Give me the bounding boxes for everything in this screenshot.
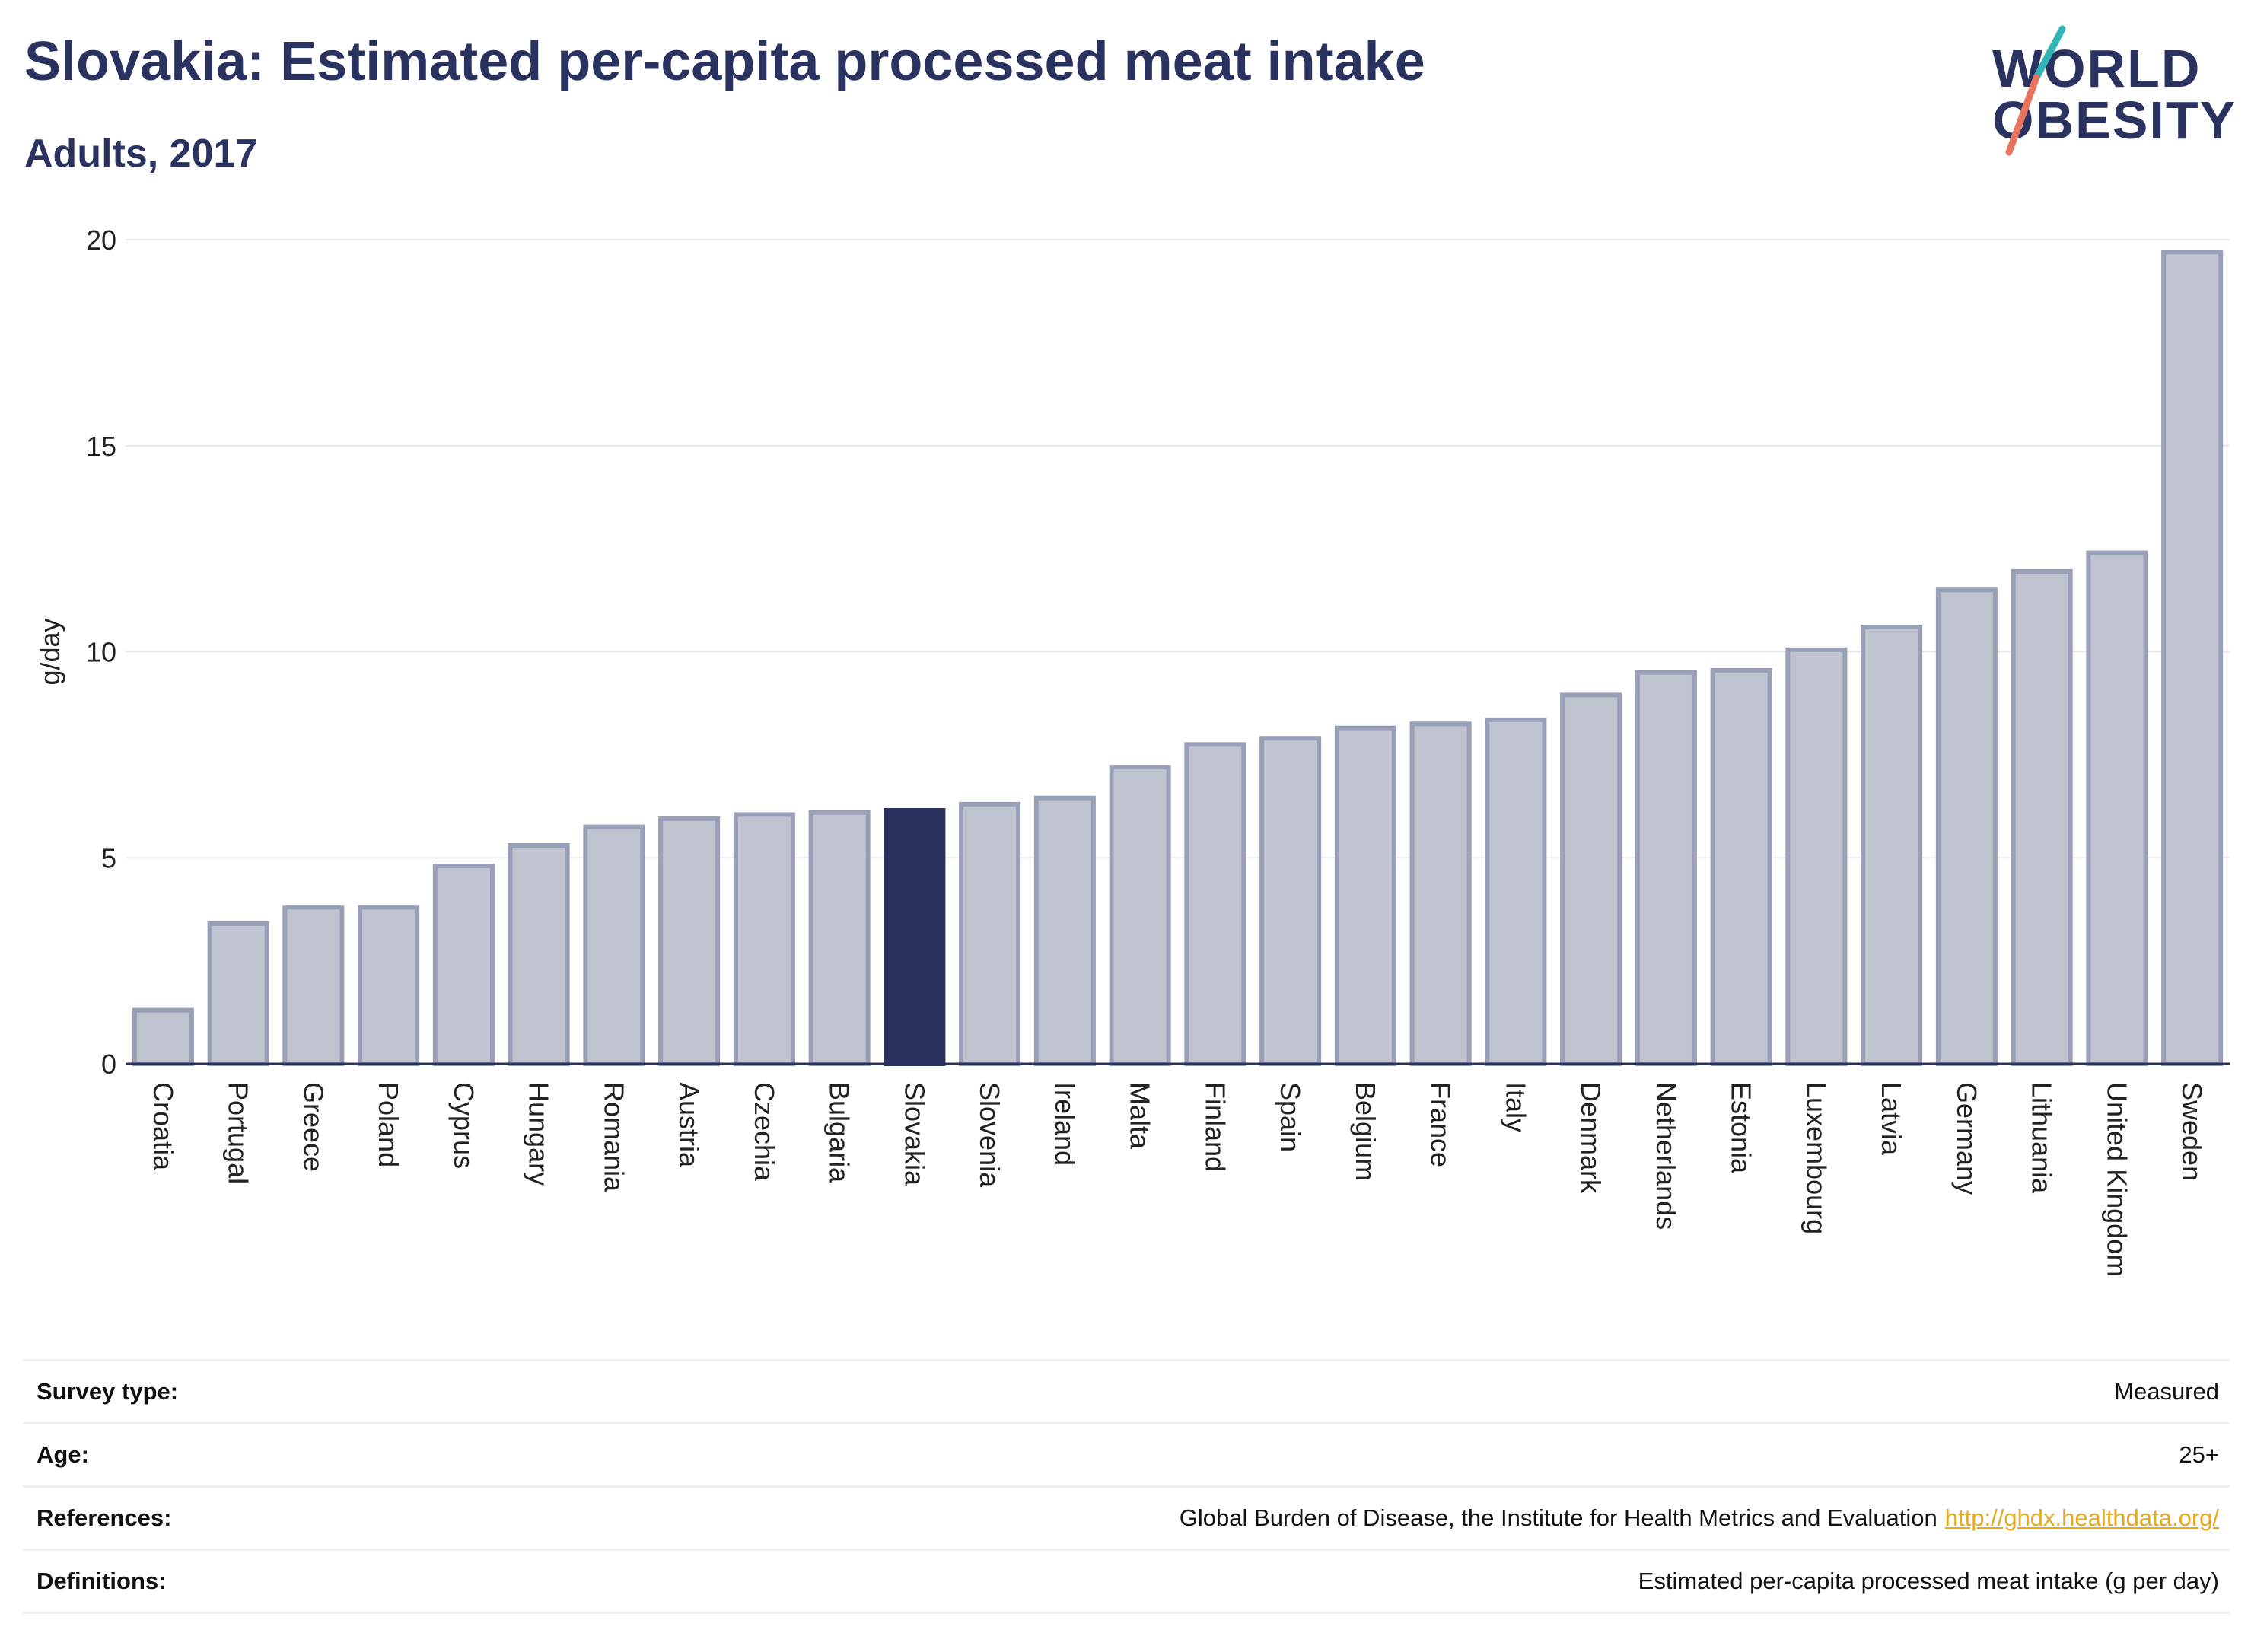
definitions-value: Estimated per-capita processed meat inta… (1638, 1568, 2219, 1594)
x-tick-label: Greece (298, 1082, 329, 1172)
x-tick-label: Spain (1275, 1082, 1306, 1152)
x-tick-label: Poland (373, 1082, 404, 1167)
x-tick-label: Sweden (2176, 1082, 2208, 1181)
definitions-label: Definitions: (37, 1568, 167, 1594)
bar (1109, 765, 1171, 1066)
y-tick-label: 20 (86, 224, 116, 256)
references-value: Global Burden of Disease, the Institute … (1180, 1504, 2230, 1532)
x-tick-label: Netherlands (1651, 1082, 1682, 1230)
bar (733, 812, 795, 1067)
x-tick-label: Malta (1125, 1082, 1156, 1150)
bar (959, 801, 1021, 1066)
bar (1485, 717, 1547, 1066)
x-tick-label: Bulgaria (824, 1082, 855, 1183)
x-tick-label: United Kingdom (2101, 1082, 2132, 1277)
survey-type-value: Measured (2114, 1378, 2219, 1405)
metadata-table: Survey type: Measured Age: 25+ Reference… (23, 1359, 2230, 1614)
bar (432, 864, 495, 1067)
x-tick-label: Austria (673, 1082, 705, 1168)
bar (583, 824, 645, 1066)
y-tick-label: 5 (101, 842, 116, 874)
bar (1935, 587, 1998, 1066)
x-tick-label: Slovakia (899, 1082, 930, 1186)
bar (1635, 670, 1697, 1066)
survey-type-label: Survey type: (37, 1378, 179, 1405)
y-axis-label: g/day (34, 618, 65, 685)
meta-row-references: References: Global Burden of Disease, th… (23, 1488, 2230, 1551)
references-label: References: (37, 1504, 172, 1531)
bar (1710, 667, 1772, 1066)
y-tick-label: 10 (86, 637, 116, 668)
x-tick-label: Belgium (1350, 1082, 1381, 1181)
x-tick-label: Denmark (1575, 1082, 1606, 1194)
bar (1259, 736, 1322, 1067)
x-tick-label: Hungary (524, 1082, 555, 1186)
y-tick-label: 0 (101, 1049, 116, 1080)
x-tick-label: Croatia (148, 1082, 179, 1171)
x-tick-label: Italy (1500, 1082, 1531, 1132)
x-tick-label: Ireland (1049, 1082, 1081, 1166)
bar-chart: 0 5 10 15 20 g/day Croatia Portugal Greece Poland… (34, 224, 2230, 1277)
meta-row-survey-type: Survey type: Measured (23, 1361, 2230, 1424)
meta-row-age: Age: 25+ (23, 1424, 2230, 1488)
bar (1184, 742, 1246, 1067)
bar (1409, 721, 1472, 1066)
logo-text-line1: WORLD (1992, 39, 2202, 98)
bar (808, 810, 871, 1066)
bar (658, 816, 721, 1066)
bar (1785, 647, 1848, 1066)
x-tick-label: Czechia (749, 1082, 780, 1182)
x-tick-label: Germany (1951, 1082, 1982, 1195)
bar (282, 905, 345, 1066)
bar (358, 905, 420, 1066)
bar (2011, 568, 2073, 1067)
bar (1033, 795, 1096, 1066)
x-tick-label: Finland (1199, 1082, 1231, 1172)
bar (1861, 625, 1923, 1066)
x-tick-label: Luxembourg (1800, 1082, 1832, 1234)
x-tick-label: Slovenia (974, 1082, 1005, 1188)
logo-slash-icon (2005, 25, 2066, 156)
x-tick-label: Lithuania (2027, 1082, 2058, 1194)
bar (207, 921, 269, 1067)
logo-text-line2: OBESITY (1992, 91, 2237, 150)
chart-subtitle: Adults, 2017 (24, 132, 258, 176)
x-tick-label: Cyprus (448, 1082, 479, 1169)
x-tick-label: Romania (598, 1082, 629, 1192)
bar (2086, 550, 2148, 1067)
bar (1560, 692, 1622, 1066)
x-tick-label: Portugal (223, 1082, 254, 1184)
age-label: Age: (37, 1441, 89, 1468)
world-obesity-logo: WORLD OBESITY (1979, 23, 2237, 160)
age-value: 25+ (2179, 1441, 2219, 1468)
x-tick-label: Latvia (1876, 1082, 1907, 1156)
bar (508, 843, 570, 1066)
y-tick-label: 15 (86, 431, 116, 462)
bar (884, 807, 946, 1066)
x-tick-label: Estonia (1726, 1082, 1757, 1174)
references-text: Global Burden of Disease, the Institute … (1179, 1504, 1937, 1531)
meta-row-definitions: Definitions: Estimated per-capita proces… (23, 1551, 2230, 1614)
bar (132, 1007, 194, 1066)
references-link[interactable]: http://ghdx.healthdata.org/ (1944, 1504, 2219, 1531)
bar (2161, 250, 2224, 1067)
chart-title: Slovakia: Estimated per-capita processed… (24, 31, 1425, 92)
bar (1334, 725, 1396, 1066)
x-tick-label: France (1425, 1082, 1457, 1167)
